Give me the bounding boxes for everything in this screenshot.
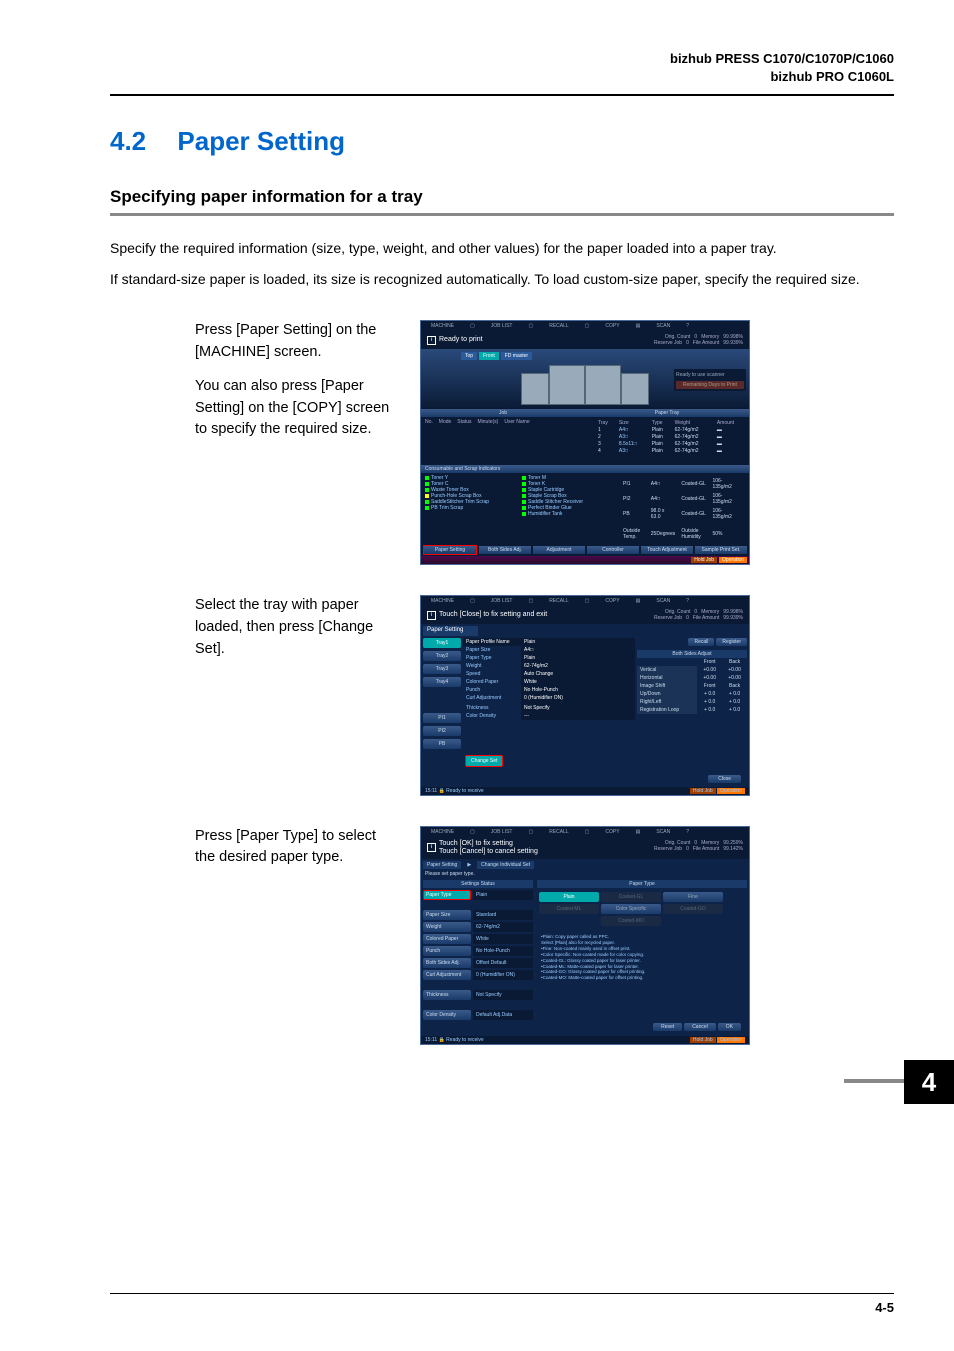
pi1-button[interactable]: PI1 (423, 713, 461, 723)
intro-p2: If standard-size paper is loaded, its si… (110, 269, 894, 290)
paper-setting-button[interactable]: Paper Setting (423, 545, 477, 555)
type-fine[interactable]: Fine (663, 892, 723, 902)
weight-button[interactable]: Weight (423, 922, 471, 932)
type-descriptions: •Plain: Copy paper called as PPC. Select… (537, 930, 747, 985)
info-icon: i (427, 843, 436, 852)
punch-button[interactable]: Punch (423, 946, 471, 956)
breadcrumb: Paper Setting (423, 626, 478, 635)
tab-joblist[interactable]: JOB LIST (487, 323, 517, 329)
lock-icon: 🔒 (439, 788, 445, 794)
properties-table: Paper Profile NamePlain Paper SizeA4□ Pa… (463, 638, 635, 720)
doc-header: bizhub PRESS C1070/C1070P/C1060 bizhub P… (110, 50, 894, 86)
colored-paper-button[interactable]: Colored Paper (423, 934, 471, 944)
help-icon[interactable]: ? (682, 323, 693, 329)
screenshot-paper-type: MACHINE▢ JOB LIST▢ RECALL▢ COPY▤ SCAN ? … (420, 826, 750, 1046)
remaining-days-button[interactable]: Remaining Days to Print (676, 381, 744, 389)
pi2-button[interactable]: PI2 (423, 726, 461, 736)
tray1-button[interactable]: Tray1 (423, 638, 461, 648)
type-color-spec[interactable]: Color Specific (601, 904, 661, 914)
step3-text: Press [Paper Type] to select the desired… (195, 826, 400, 870)
section-title: 4.2 Paper Setting (110, 126, 894, 157)
tab-recall[interactable]: RECALL (545, 323, 572, 329)
tab-copy[interactable]: COPY (601, 323, 623, 329)
both-sides-table: FrontBack Vertical+0.00+0.00 Horizontal+… (637, 658, 747, 714)
screenshot-tray-select: MACHINE▢ JOB LIST▢ RECALL▢ COPY▤ SCAN ? … (420, 595, 750, 795)
type-coated-mo[interactable]: Coated-MO (601, 916, 661, 926)
section-number: 4.2 (110, 126, 146, 156)
step2-text: Select the tray with paper loaded, then … (195, 595, 400, 660)
paper-size-button[interactable]: Paper Size (423, 910, 471, 920)
step1-text-a: Press [Paper Setting] on the [MACHINE] s… (195, 320, 400, 364)
type-coated-go[interactable]: Coated-GO (663, 904, 723, 914)
controller-button[interactable]: Controller (587, 546, 639, 554)
tray-table: TraySizeTypeWeightAmount 1A4□Plain62-74g… (596, 419, 747, 454)
reset-button[interactable]: Reset (653, 1023, 682, 1031)
paper-type-button[interactable]: Paper Type (423, 890, 471, 900)
both-sides-adj-button[interactable]: Both Sides Adj. (423, 958, 471, 968)
lock-icon: 🔒 (439, 1037, 445, 1043)
type-coated-gl[interactable]: Coated-GL (601, 892, 661, 902)
tray4-button[interactable]: Tray4 (423, 677, 461, 687)
sample-print-button[interactable]: Sample Print Set. (695, 546, 747, 554)
color-density-button[interactable]: Color Density (423, 1010, 471, 1020)
both-sides-button[interactable]: Both Sides Adj. (479, 546, 531, 554)
ready-label: Ready to print (439, 336, 483, 344)
cancel-button[interactable]: Cancel (684, 1023, 716, 1031)
tray3-button[interactable]: Tray3 (423, 664, 461, 674)
change-set-button[interactable]: Change Set (465, 755, 503, 767)
recall-button[interactable]: Recall (688, 638, 714, 646)
touch-adj-button[interactable]: Touch Adjustment (641, 546, 693, 554)
close-button[interactable]: Close (708, 775, 741, 783)
info-icon: i (427, 611, 436, 620)
chapter-tab: 4 (904, 1060, 954, 1104)
subheading: Specifying paper information for a tray (110, 187, 894, 207)
tab-scan[interactable]: SCAN (652, 323, 674, 329)
type-plain[interactable]: Plain (539, 892, 599, 902)
screenshot-machine: MACHINE ▢ JOB LIST ▢ RECALL ▢ COPY ▤ SCA… (420, 320, 750, 565)
intro-p1: Specify the required information (size, … (110, 238, 894, 259)
register-button[interactable]: Register (716, 638, 747, 646)
type-coated-ml[interactable]: Coated-ML (539, 904, 599, 914)
ok-button[interactable]: OK (718, 1023, 741, 1031)
step1-text-b: You can also press [Paper Setting] on th… (195, 376, 400, 441)
curl-adj-button[interactable]: Curl Adjustment (423, 970, 471, 980)
page-number: 4-5 (110, 1293, 894, 1315)
info-icon: i (427, 336, 436, 345)
pb-button[interactable]: PB (423, 739, 461, 749)
adjustment-button[interactable]: Adjustment (533, 546, 585, 554)
section-name: Paper Setting (177, 126, 345, 156)
header-line1: bizhub PRESS C1070/C1070P/C1060 (110, 50, 894, 68)
thickness-button[interactable]: Thickness (423, 990, 471, 1000)
subheading-rule (110, 213, 894, 216)
header-rule (110, 94, 894, 96)
tab-machine[interactable]: MACHINE (427, 323, 458, 329)
header-line2: bizhub PRO C1060L (110, 68, 894, 86)
tray2-button[interactable]: Tray2 (423, 651, 461, 661)
